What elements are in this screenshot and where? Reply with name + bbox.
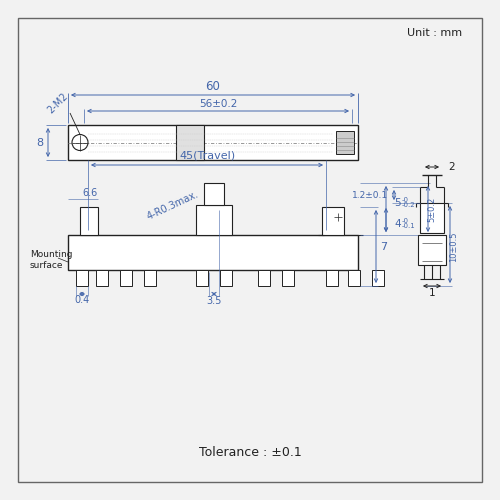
Bar: [322, 207, 344, 235]
Text: -0.2: -0.2: [402, 202, 415, 208]
Bar: [336, 131, 354, 154]
Bar: [144, 270, 156, 286]
Bar: [348, 270, 360, 286]
Text: 10±0.5: 10±0.5: [450, 231, 458, 262]
Text: -0: -0: [402, 197, 409, 203]
Text: 7: 7: [380, 242, 388, 252]
Text: -0: -0: [402, 218, 409, 224]
Bar: [196, 205, 232, 235]
Text: Tolerance : ±0.1: Tolerance : ±0.1: [198, 446, 302, 458]
Bar: [176, 125, 204, 160]
Bar: [372, 270, 384, 286]
Bar: [326, 270, 338, 286]
Text: 4: 4: [394, 219, 400, 229]
Bar: [418, 235, 446, 265]
Bar: [96, 270, 108, 286]
Text: 2: 2: [448, 162, 454, 172]
Text: -0.1: -0.1: [402, 223, 416, 229]
Text: 0.4: 0.4: [74, 295, 90, 305]
Text: 45(Travel): 45(Travel): [179, 151, 235, 161]
Text: 1: 1: [428, 288, 436, 298]
Text: 3.5: 3.5: [206, 296, 222, 306]
Text: 8: 8: [36, 138, 44, 147]
Bar: [220, 270, 232, 286]
Text: 60: 60: [206, 80, 220, 94]
Bar: [282, 270, 294, 286]
Text: 4-R0.3max.: 4-R0.3max.: [146, 188, 201, 222]
Bar: [420, 203, 444, 233]
Text: 56±0.2: 56±0.2: [199, 99, 237, 109]
Text: 1.2±0.1: 1.2±0.1: [352, 190, 388, 200]
Text: 2-M2: 2-M2: [46, 91, 70, 115]
Bar: [258, 270, 270, 286]
Bar: [196, 270, 208, 286]
Bar: [68, 125, 358, 160]
Text: Unit : mm: Unit : mm: [407, 28, 462, 38]
Bar: [80, 207, 98, 235]
Text: 6.6: 6.6: [82, 188, 97, 198]
Bar: [120, 270, 132, 286]
Text: 5: 5: [394, 198, 400, 208]
Bar: [76, 270, 88, 286]
Bar: [68, 235, 358, 270]
Bar: [204, 183, 224, 205]
Text: Mounting
surface: Mounting surface: [30, 250, 72, 270]
Text: 5±0.2: 5±0.2: [428, 196, 436, 222]
